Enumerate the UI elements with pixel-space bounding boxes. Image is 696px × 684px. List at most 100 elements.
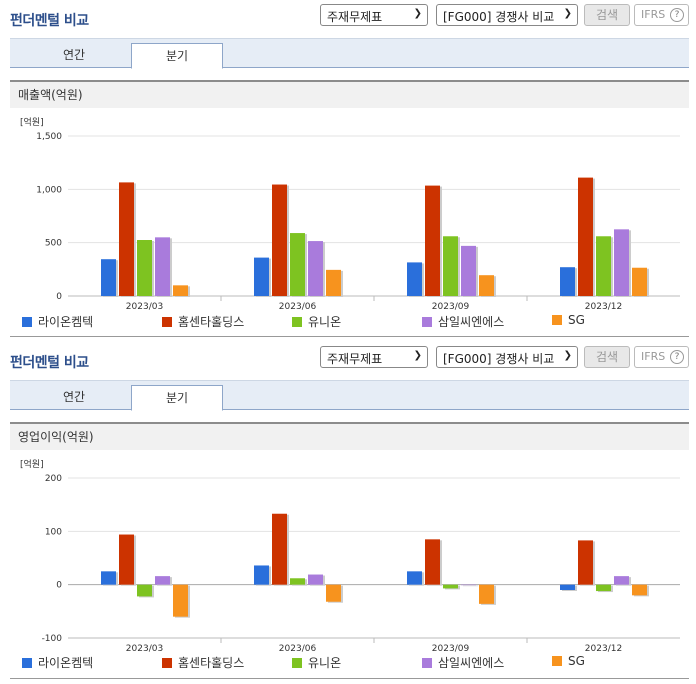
legend-item: 삼일씨엔에스 [422,313,504,330]
panel-header: 펀더멘털 비교 주재무제표 ❯ [FG000] 경쟁사 비교 ❯ 검색 IFRS… [0,342,696,376]
legend-label: 라이온켐텍 [38,656,94,670]
legend-item: 라이온켐텍 [22,313,93,330]
bar [632,267,647,296]
tab-quarterly[interactable]: 분기 [131,385,223,411]
y-tick-label: -100 [42,634,63,644]
bar [290,578,305,585]
tab-annual[interactable]: 연간 [62,390,86,404]
bar [578,177,593,296]
bar [254,257,269,296]
x-tick-label: 2023/09 [432,302,470,310]
help-icon[interactable]: ? [670,8,684,22]
legend-swatch [22,658,32,668]
legend-swatch [162,658,172,668]
statement-select[interactable]: 주재무제표 ❯ [320,346,428,368]
legend-label: SG [568,654,585,668]
legend-swatch [292,317,302,327]
bar [614,576,629,585]
search-button[interactable]: 검색 [584,4,630,26]
bar [101,571,116,585]
bar [290,233,305,296]
legend-label: 라이온켐텍 [38,315,94,329]
y-tick-label: 0 [56,581,62,591]
bar-shadow [463,585,478,587]
bar [326,584,341,602]
operating-profit-chart: [억원] -100 0 100 200 2023/03 2023/06 2023/09 2023… [20,458,680,652]
y-tick-label: 0 [56,292,62,302]
ifrs-button[interactable]: IFRS ? [634,346,689,368]
legend-item: 삼일씨엔에스 [422,654,504,671]
bar [155,237,170,296]
revenue-chart: [억원] 0 500 1,000 1,500 2023/03 2023/06 2023/09 2… [20,116,680,310]
legend-label: 유니온 [308,315,342,329]
y-tick-label: 100 [45,527,62,537]
y-tick-label: 1,500 [36,132,62,142]
unit-label: [억원] [20,116,44,128]
legend-swatch [162,317,172,327]
y-tick-label: 1,000 [36,185,62,195]
bar [101,259,116,296]
bar [596,236,611,296]
bar [578,540,593,585]
x-tick-label: 2023/03 [126,644,163,652]
comparison-select[interactable]: [FG000] 경쟁사 비교 ❯ [436,4,578,26]
chevron-down-icon: ❯ [413,350,422,361]
bar [272,184,287,296]
divider [10,336,689,337]
legend-item: 라이온켐텍 [22,654,93,671]
bar [119,182,134,296]
x-tick-label: 2023/03 [126,302,163,310]
chart-legend: 라이온켐텍 홈센타홀딩스 유니온 삼일씨엔에스 SG [22,654,692,670]
bar [479,275,494,296]
x-tick-label: 2023/06 [279,302,317,310]
chart-title: 영업이익(억원) [10,422,689,450]
bar [272,513,287,585]
bar [443,236,458,296]
statement-select[interactable]: 주재무제표 ❯ [320,4,428,26]
legend-label: 홈센타홀딩스 [178,656,245,670]
legend-label: SG [568,313,585,327]
search-button[interactable]: 검색 [584,346,630,368]
comparison-select[interactable]: [FG000] 경쟁사 비교 ❯ [436,346,578,368]
bar [425,539,440,585]
chart-title: 매출액(억원) [10,80,689,108]
y-tick-label: 200 [45,474,62,484]
legend-swatch [422,317,432,327]
legend-item: 유니온 [292,654,341,671]
bar [407,571,422,585]
legend-item: SG [552,654,585,668]
bar [119,534,134,585]
legend-item: 유니온 [292,313,341,330]
help-icon[interactable]: ? [670,350,684,364]
tab-quarterly[interactable]: 분기 [131,43,223,69]
legend-swatch [552,315,562,325]
bar [632,584,647,596]
statement-select-value: 주재무제표 [327,352,383,366]
panel-title: 펀더멘털 비교 [10,355,89,371]
divider [10,678,689,679]
bar [254,565,269,585]
bar [407,262,422,296]
bar [173,584,188,617]
ifrs-label: IFRS [641,350,666,363]
legend-swatch [292,658,302,668]
legend-label: 삼일씨엔에스 [438,656,505,670]
period-tabs: 연간 분기 [10,38,689,69]
panel-revenue: 펀더멘털 비교 주재무제표 ❯ [FG000] 경쟁사 비교 ❯ 검색 IFRS… [10,4,689,337]
bar [137,584,152,597]
comparison-select-value: [FG000] 경쟁사 비교 [443,10,555,24]
bar [560,267,575,296]
legend-label: 유니온 [308,656,342,670]
ifrs-button[interactable]: IFRS ? [634,4,689,26]
bar [155,576,170,585]
unit-label: [억원] [20,458,44,470]
bar [137,240,152,296]
x-tick-label: 2023/12 [585,302,622,310]
tab-annual[interactable]: 연간 [62,48,86,62]
period-tabs: 연간 분기 [10,380,689,411]
bar [308,574,323,585]
bar [614,229,629,296]
bar [425,185,440,296]
chevron-down-icon: ❯ [563,350,572,361]
x-tick-label: 2023/06 [279,644,317,652]
